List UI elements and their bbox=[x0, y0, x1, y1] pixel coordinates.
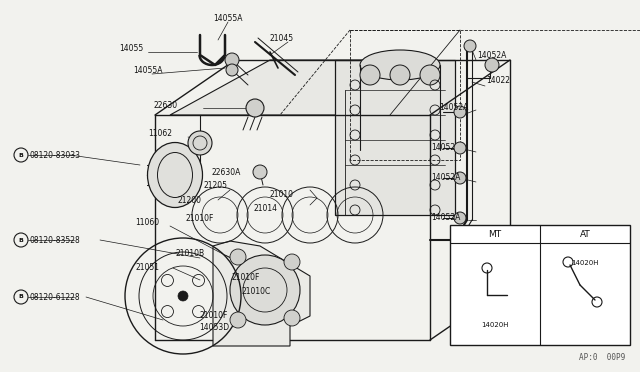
Circle shape bbox=[464, 40, 476, 52]
Text: 14020H: 14020H bbox=[572, 260, 599, 266]
Text: 21014: 21014 bbox=[253, 203, 277, 212]
Circle shape bbox=[454, 212, 466, 224]
Text: 21045: 21045 bbox=[269, 33, 293, 42]
Text: B: B bbox=[19, 153, 24, 157]
Text: 11060: 11060 bbox=[135, 218, 159, 227]
Circle shape bbox=[230, 312, 246, 328]
Text: 14052: 14052 bbox=[431, 142, 455, 151]
Text: 21010F: 21010F bbox=[231, 273, 259, 282]
Text: 14053D: 14053D bbox=[199, 323, 229, 331]
Text: 14052A: 14052A bbox=[477, 51, 506, 60]
Text: AT: AT bbox=[580, 230, 590, 238]
Text: 14020H: 14020H bbox=[481, 322, 509, 328]
Circle shape bbox=[230, 249, 246, 265]
Circle shape bbox=[178, 291, 188, 301]
Text: 21010: 21010 bbox=[270, 189, 294, 199]
Ellipse shape bbox=[360, 50, 440, 80]
Text: 21051: 21051 bbox=[135, 263, 159, 273]
Text: 21010B: 21010B bbox=[175, 248, 204, 257]
Circle shape bbox=[284, 310, 300, 326]
Circle shape bbox=[230, 255, 300, 325]
Circle shape bbox=[454, 106, 466, 118]
Text: 21205: 21205 bbox=[203, 180, 227, 189]
Text: 14052A: 14052A bbox=[431, 212, 460, 221]
Circle shape bbox=[454, 172, 466, 184]
Text: B: B bbox=[19, 295, 24, 299]
Circle shape bbox=[284, 254, 300, 270]
Circle shape bbox=[226, 64, 238, 76]
Text: 14055: 14055 bbox=[119, 44, 143, 52]
Text: 21200: 21200 bbox=[178, 196, 202, 205]
Text: 14022: 14022 bbox=[486, 76, 510, 84]
Polygon shape bbox=[170, 60, 420, 115]
Circle shape bbox=[253, 165, 267, 179]
Text: 14055A: 14055A bbox=[133, 65, 163, 74]
Text: 08120-83033: 08120-83033 bbox=[30, 151, 81, 160]
Text: 22630A: 22630A bbox=[212, 167, 241, 176]
Text: 11062: 11062 bbox=[148, 128, 172, 138]
Circle shape bbox=[360, 65, 380, 85]
Circle shape bbox=[188, 131, 212, 155]
Text: 21010F: 21010F bbox=[199, 311, 227, 320]
Polygon shape bbox=[213, 241, 310, 346]
Circle shape bbox=[225, 53, 239, 67]
Bar bbox=[350, 30, 460, 160]
Text: 14052A: 14052A bbox=[439, 103, 468, 112]
Text: 21010C: 21010C bbox=[242, 286, 271, 295]
Circle shape bbox=[454, 142, 466, 154]
Text: MT: MT bbox=[488, 230, 502, 238]
Text: AP:0  00P9: AP:0 00P9 bbox=[579, 353, 625, 362]
Text: 14052A: 14052A bbox=[431, 173, 460, 182]
Text: 08120-83528: 08120-83528 bbox=[30, 235, 81, 244]
Bar bbox=[335, 60, 455, 215]
Text: 14055A: 14055A bbox=[213, 13, 243, 22]
Text: 21010F: 21010F bbox=[186, 214, 214, 222]
Text: B: B bbox=[19, 237, 24, 243]
Circle shape bbox=[420, 65, 440, 85]
Circle shape bbox=[246, 99, 264, 117]
Text: 22630: 22630 bbox=[154, 100, 178, 109]
Ellipse shape bbox=[147, 142, 202, 208]
Circle shape bbox=[485, 58, 499, 72]
Bar bbox=[450, 225, 630, 345]
Circle shape bbox=[390, 65, 410, 85]
Text: 08120-61228: 08120-61228 bbox=[30, 292, 81, 301]
